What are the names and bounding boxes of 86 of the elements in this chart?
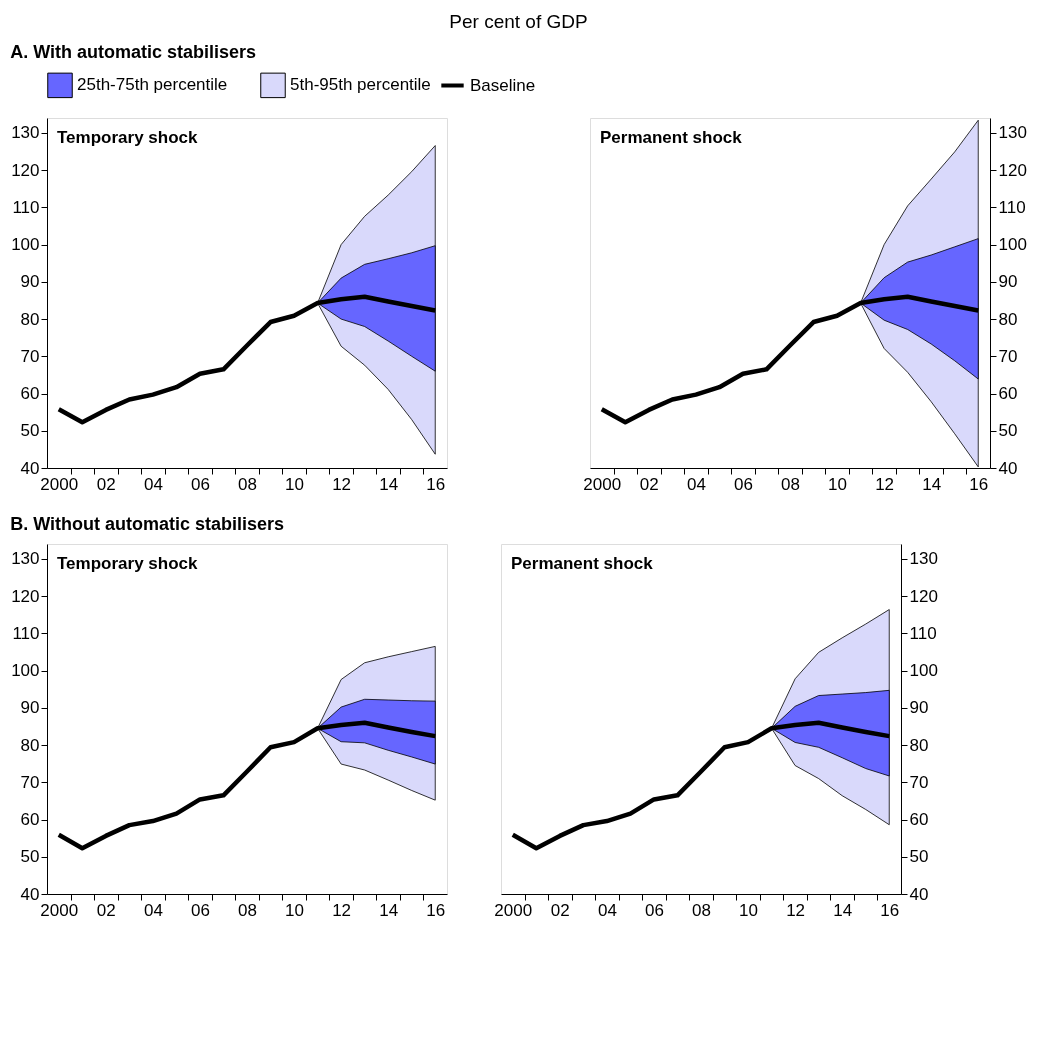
y-tick-label: 90 <box>20 272 40 292</box>
x-tick-label: 16 <box>426 474 446 494</box>
y-tick-label: 60 <box>20 810 40 830</box>
legend-label: 5th-95th percentile <box>290 75 431 95</box>
x-tick-label: 08 <box>781 474 800 494</box>
text: Temporary shock <box>57 554 198 573</box>
y-tick-label: 80 <box>909 735 929 755</box>
y-tick-label: 70 <box>20 772 40 792</box>
x-tick-label: 16 <box>969 474 989 494</box>
x-tick-label: 02 <box>550 900 570 920</box>
y-tick-label: 60 <box>20 384 40 404</box>
y-tick-label: 120 <box>998 160 1027 180</box>
y-tick-label: 70 <box>909 772 929 792</box>
y-tick-label: 100 <box>11 235 40 255</box>
x-tick-label: 16 <box>880 900 900 920</box>
y-tick-label: 130 <box>909 549 938 569</box>
y-tick-label: 90 <box>20 698 40 718</box>
x-tick-label: 10 <box>285 474 305 494</box>
y-tick-label: 50 <box>909 847 929 867</box>
chart-subtitle: A. With automatic stabilisers <box>10 41 257 62</box>
y-tick-label: 60 <box>909 810 929 830</box>
x-tick-label: 14 <box>922 474 942 494</box>
y-tick-label: 90 <box>909 698 929 718</box>
y-tick-label: 40 <box>20 884 40 904</box>
x-tick-label: 12 <box>786 900 806 920</box>
y-tick-label: 80 <box>998 309 1018 329</box>
y-tick-label: 80 <box>20 735 40 755</box>
x-tick-label: 06 <box>733 474 753 494</box>
x-tick-label: 06 <box>644 900 664 920</box>
x-tick-label: 12 <box>332 900 352 920</box>
x-tick-label: 02 <box>96 900 116 920</box>
y-tick-label: 50 <box>20 421 40 441</box>
y-tick-label: 90 <box>998 272 1018 292</box>
y-tick-label: 100 <box>11 661 40 681</box>
x-tick-label: 14 <box>379 900 399 920</box>
text: Permanent shock <box>600 128 743 147</box>
y-tick-label: 40 <box>909 884 929 904</box>
x-tick-label: 06 <box>190 900 210 920</box>
x-tick-label: 08 <box>238 474 257 494</box>
x-tick-label: 10 <box>828 474 848 494</box>
x-tick-label: 2000 <box>40 900 79 920</box>
x-tick-label: 12 <box>875 474 895 494</box>
x-tick-label: 14 <box>833 900 853 920</box>
x-tick-label: 10 <box>285 900 305 920</box>
x-tick-label: 02 <box>96 474 116 494</box>
x-tick-label: 2000 <box>40 474 79 494</box>
y-tick-label: 130 <box>11 123 40 143</box>
y-tick-label: 50 <box>20 847 40 867</box>
x-tick-label: 10 <box>739 900 759 920</box>
y-tick-label: 110 <box>12 197 40 217</box>
legend-label: 25th-75th percentile <box>77 75 228 95</box>
y-axis-title: Per cent of GDP <box>449 10 588 32</box>
y-tick-label: 110 <box>12 623 40 643</box>
x-tick-label: 2000 <box>494 900 533 920</box>
x-tick-label: 16 <box>426 900 446 920</box>
chart-subtitle: B. Without automatic stabilisers <box>10 513 285 534</box>
y-tick-label: 70 <box>998 346 1018 366</box>
y-tick-label: 100 <box>909 661 938 681</box>
x-tick-label: 04 <box>143 474 163 494</box>
legend-label: Baseline <box>470 75 536 95</box>
y-tick-label: 60 <box>998 384 1018 404</box>
y-tick-label: 40 <box>20 458 40 478</box>
x-tick-label: 08 <box>238 900 257 920</box>
x-tick-label: 02 <box>639 474 659 494</box>
x-tick-label: 04 <box>686 474 706 494</box>
y-tick-label: 50 <box>998 421 1018 441</box>
y-tick-label: 80 <box>20 309 40 329</box>
x-tick-label: 2000 <box>583 474 622 494</box>
x-tick-label: 08 <box>692 900 711 920</box>
y-tick-label: 120 <box>909 586 938 606</box>
y-tick-label: 120 <box>11 586 40 606</box>
x-tick-label: 04 <box>143 900 163 920</box>
y-tick-label: 70 <box>20 346 40 366</box>
x-tick-label: 12 <box>332 474 352 494</box>
x-tick-label: 06 <box>190 474 210 494</box>
x-tick-label: 04 <box>597 900 617 920</box>
y-tick-label: 120 <box>11 160 40 180</box>
y-tick-label: 110 <box>909 623 937 643</box>
y-tick-label: 100 <box>998 235 1027 255</box>
y-tick-label: 110 <box>998 197 1026 217</box>
y-tick-label: 130 <box>11 549 40 569</box>
y-tick-label: 40 <box>998 458 1018 478</box>
x-tick-label: 14 <box>379 474 399 494</box>
y-tick-label: 130 <box>998 123 1027 143</box>
text: Temporary shock <box>57 128 198 147</box>
text: Permanent shock <box>511 554 654 573</box>
